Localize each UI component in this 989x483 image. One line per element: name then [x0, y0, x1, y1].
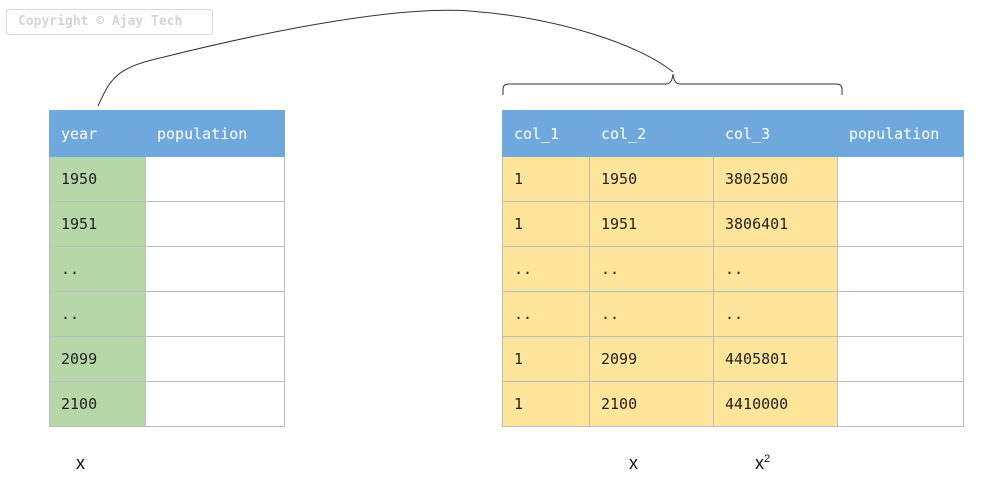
- table-row: ..: [49, 246, 285, 292]
- col-2-cell: ..: [589, 291, 714, 337]
- col-3-cell: ..: [713, 246, 838, 292]
- population-cell: [837, 291, 964, 337]
- header-col-2: col_2: [589, 110, 714, 157]
- table-header-row: col_1 col_2 col_3 population: [502, 110, 964, 157]
- col-3-cell: ..: [713, 291, 838, 337]
- population-cell: [837, 336, 964, 382]
- col-1-cell: 1: [502, 381, 590, 427]
- col-3-cell: 4405801: [713, 336, 838, 382]
- population-cell: [837, 381, 964, 427]
- table-row: 2100: [49, 381, 285, 427]
- header-col-3: col_3: [713, 110, 838, 157]
- col-1-cell: ..: [502, 291, 590, 337]
- col-2-cell: ..: [589, 246, 714, 292]
- x-squared-exponent: 2: [764, 453, 771, 465]
- year-cell: 1950: [49, 156, 146, 202]
- table-row: 1 2099 4405801: [502, 336, 964, 382]
- col-3-cell: 3806401: [713, 201, 838, 247]
- population-cell: [145, 336, 285, 382]
- transform-arc: [97, 9, 674, 107]
- population-cell: [145, 156, 285, 202]
- header-col-1: col_1: [502, 110, 590, 157]
- x-squared-base: x: [755, 453, 764, 473]
- col-3-cell: 3802500: [713, 156, 838, 202]
- col-2-cell: 1950: [589, 156, 714, 202]
- population-cell: [837, 156, 964, 202]
- year-cell: 1951: [49, 201, 146, 247]
- header-population: population: [145, 110, 285, 157]
- table-row: 1 2100 4410000: [502, 381, 964, 427]
- col-1-cell: 1: [502, 201, 590, 247]
- col-1-cell: 1: [502, 336, 590, 382]
- population-cell: [145, 291, 285, 337]
- year-cell: 2100: [49, 381, 146, 427]
- col-2-cell: 2100: [589, 381, 714, 427]
- table-row: .. .. ..: [502, 291, 964, 337]
- copyright-watermark: Copyright © Ajay Tech: [6, 9, 213, 35]
- table-row: 1950: [49, 156, 285, 202]
- table-header-row: year population: [49, 110, 285, 157]
- col-2-cell: 1951: [589, 201, 714, 247]
- year-cell: ..: [49, 246, 146, 292]
- table-row: 1951: [49, 201, 285, 247]
- original-data-table: year population 1950 1951 .. .. 2099 210…: [49, 110, 285, 427]
- right-caption-x-squared: x2: [755, 453, 770, 474]
- population-cell: [145, 246, 285, 292]
- population-cell: [837, 201, 964, 247]
- year-cell: ..: [49, 291, 146, 337]
- col-3-cell: 4410000: [713, 381, 838, 427]
- population-cell: [837, 246, 964, 292]
- feature-columns-brace: [502, 73, 843, 95]
- right-caption-x: x: [629, 453, 638, 473]
- left-caption-x: x: [76, 453, 85, 473]
- table-row: 1 1950 3802500: [502, 156, 964, 202]
- table-row: 2099: [49, 336, 285, 382]
- col-1-cell: 1: [502, 156, 590, 202]
- table-row: ..: [49, 291, 285, 337]
- table-row: .. .. ..: [502, 246, 964, 292]
- year-cell: 2099: [49, 336, 146, 382]
- header-year: year: [49, 110, 146, 157]
- header-population: population: [837, 110, 964, 157]
- population-cell: [145, 381, 285, 427]
- polynomial-features-table: col_1 col_2 col_3 population 1 1950 3802…: [502, 110, 964, 427]
- col-2-cell: 2099: [589, 336, 714, 382]
- col-1-cell: ..: [502, 246, 590, 292]
- table-row: 1 1951 3806401: [502, 201, 964, 247]
- population-cell: [145, 201, 285, 247]
